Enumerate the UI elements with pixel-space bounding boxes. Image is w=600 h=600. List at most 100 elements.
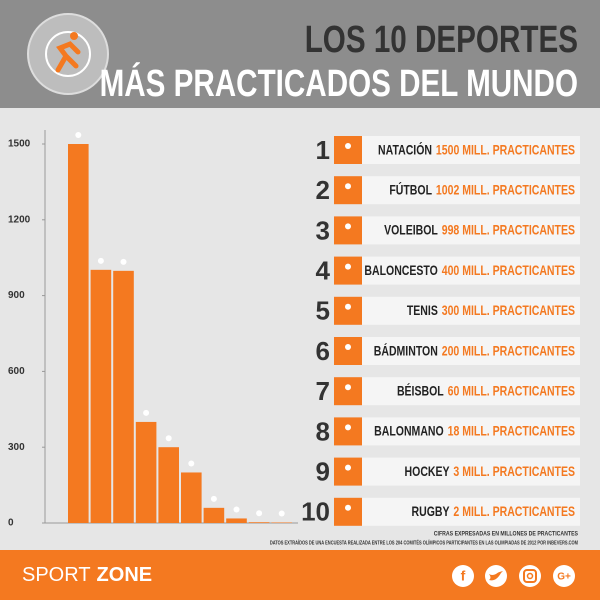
y-tick-label: 0 — [8, 518, 14, 529]
note: DATOS EXTRAÍDOS DE UNA ENCUESTA REALIZAD… — [270, 538, 578, 546]
rank: 2 — [316, 175, 330, 205]
sport-icon — [334, 216, 362, 245]
brand-part: SPORT — [22, 564, 91, 586]
chart-title: LOS 10 DEPORTES — [305, 19, 578, 61]
row-text: TENIS 300 MILL. PRACTICANTES — [407, 303, 575, 319]
category-label: TENIS — [407, 303, 438, 319]
sport-icon — [334, 337, 362, 365]
rank: 3 — [316, 215, 330, 245]
bar-icon — [165, 435, 172, 442]
row-label: BALONMANO 18 MILL. PRACTICANTES — [374, 424, 575, 440]
value-label: 3 MILL. PRACTICANTES — [453, 464, 575, 480]
row-label: BALONCESTO 400 MILL. PRACTICANTES — [364, 263, 575, 279]
bar — [248, 522, 270, 523]
rank: 5 — [316, 296, 330, 326]
social-icon[interactable] — [519, 565, 541, 587]
sport-icon-glyph — [345, 344, 351, 350]
bar-icon — [143, 409, 150, 416]
bar — [135, 421, 157, 523]
category-label: FÚTBOL — [389, 181, 432, 198]
row-label: VOLEIBOL 998 MILL. PRACTICANTES — [384, 223, 575, 239]
value-label: 1500 MILL. PRACTICANTES — [436, 142, 575, 158]
row-box — [362, 337, 580, 365]
logo-ring — [45, 31, 91, 77]
category-label: RUGBY — [412, 504, 450, 520]
sport-icon — [334, 256, 362, 285]
category-label: NATACIÓN — [378, 141, 432, 158]
category-label: BÉISBOL — [397, 382, 444, 399]
sport-icon-glyph — [345, 143, 351, 149]
social-icon[interactable] — [553, 565, 575, 587]
y-tick-label: 1500 — [8, 139, 31, 150]
value-label: 300 MILL. PRACTICANTES — [442, 303, 575, 319]
y-tick-label: 300 — [8, 442, 25, 453]
bar-icon — [188, 460, 195, 467]
row-label: FÚTBOL 1002 MILL. PRACTICANTES — [389, 181, 575, 198]
sport-icon-glyph — [345, 263, 351, 270]
row-box — [362, 417, 580, 446]
y-tick-label: 600 — [8, 366, 25, 377]
value-label: 60 MILL. PRACTICANTES — [448, 384, 575, 400]
rank: 4 — [316, 255, 331, 285]
row-text: BALONCESTO 400 MILL. PRACTICANTES — [364, 263, 575, 279]
sport-icon — [334, 417, 362, 446]
note: CIFRAS EXPRESADAS EN MILLONES DE PRACTIC… — [434, 531, 578, 538]
row-box — [362, 216, 580, 245]
sport-icon-glyph — [345, 384, 351, 391]
twitter-glyph — [489, 571, 503, 581]
sport-icon-glyph — [345, 464, 351, 471]
sport-icon-glyph — [345, 183, 351, 190]
social-icon-label: G+ — [557, 572, 571, 583]
bar — [181, 472, 202, 523]
category-label: BALONCESTO — [364, 263, 437, 279]
social-icon[interactable] — [452, 565, 474, 587]
sport-icon-glyph — [345, 223, 351, 230]
social-icon-label: f — [461, 568, 466, 584]
sport-icon-glyph — [345, 424, 351, 431]
brand-part: ZONE — [97, 564, 153, 586]
bar-icon — [210, 495, 217, 502]
row-box — [362, 136, 580, 164]
row-text: RUGBY 2 MILL. PRACTICANTES — [412, 504, 575, 520]
category-label: BALONMANO — [374, 424, 444, 440]
instagram-glyph — [523, 569, 537, 583]
category-label: BÁDMINTON — [374, 342, 438, 359]
bar — [226, 518, 247, 523]
value-label: 400 MILL. PRACTICANTES — [442, 263, 575, 279]
logo-head — [70, 32, 78, 40]
chart-subtitle: MÁS PRACTICADOS DEL MUNDO — [100, 63, 578, 105]
rank: 10 — [301, 497, 330, 527]
sport-icon — [334, 457, 362, 486]
logo — [27, 13, 109, 95]
bar-icon — [278, 510, 285, 517]
row-box — [362, 296, 580, 325]
row-box — [362, 256, 580, 285]
bar — [113, 270, 134, 523]
bar-icon — [256, 510, 263, 517]
bar — [90, 269, 112, 523]
y-tick-label: 1200 — [8, 214, 31, 225]
row-text: FÚTBOL 1002 MILL. PRACTICANTES — [389, 181, 575, 198]
row-label: TENIS 300 MILL. PRACTICANTES — [407, 303, 575, 319]
sport-icon — [334, 296, 362, 325]
sport-icon — [334, 377, 362, 406]
rank: 8 — [316, 416, 330, 446]
row-label: HOCKEY 3 MILL. PRACTICANTES — [405, 464, 575, 480]
row-label: RUGBY 2 MILL. PRACTICANTES — [412, 504, 575, 520]
instagram-lens — [526, 572, 534, 580]
row-label: NATACIÓN 1500 MILL. PRACTICANTES — [378, 141, 575, 158]
row-box — [362, 457, 580, 486]
bar-icon — [233, 506, 240, 513]
row-text: BÉISBOL 60 MILL. PRACTICANTES — [397, 382, 575, 399]
rank: 9 — [316, 456, 330, 486]
bar-icon — [75, 132, 82, 138]
value-label: 200 MILL. PRACTICANTES — [442, 343, 575, 359]
rank: 6 — [316, 336, 330, 366]
row-text: NATACIÓN 1500 MILL. PRACTICANTES — [378, 141, 575, 158]
bar-icon — [97, 257, 104, 264]
row-box — [362, 497, 580, 526]
sport-icon-glyph — [345, 504, 351, 511]
sport-icon-glyph — [345, 303, 351, 310]
value-label: 998 MILL. PRACTICANTES — [442, 223, 575, 239]
